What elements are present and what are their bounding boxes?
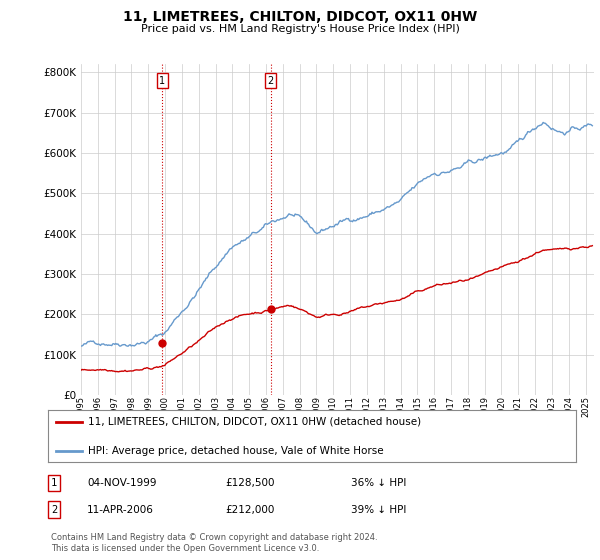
Text: £128,500: £128,500 (225, 478, 275, 488)
Text: 2: 2 (268, 76, 274, 86)
Text: 39% ↓ HPI: 39% ↓ HPI (351, 505, 406, 515)
Text: 11-APR-2006: 11-APR-2006 (87, 505, 154, 515)
Text: 2: 2 (51, 505, 57, 515)
Text: 1: 1 (160, 76, 166, 86)
Text: 36% ↓ HPI: 36% ↓ HPI (351, 478, 406, 488)
Text: £212,000: £212,000 (225, 505, 274, 515)
Text: 11, LIMETREES, CHILTON, DIDCOT, OX11 0HW: 11, LIMETREES, CHILTON, DIDCOT, OX11 0HW (123, 10, 477, 24)
Text: HPI: Average price, detached house, Vale of White Horse: HPI: Average price, detached house, Vale… (88, 446, 383, 456)
Text: Price paid vs. HM Land Registry's House Price Index (HPI): Price paid vs. HM Land Registry's House … (140, 24, 460, 34)
Text: Contains HM Land Registry data © Crown copyright and database right 2024.
This d: Contains HM Land Registry data © Crown c… (51, 533, 377, 553)
Text: 1: 1 (51, 478, 57, 488)
Text: 04-NOV-1999: 04-NOV-1999 (87, 478, 157, 488)
Text: 11, LIMETREES, CHILTON, DIDCOT, OX11 0HW (detached house): 11, LIMETREES, CHILTON, DIDCOT, OX11 0HW… (88, 417, 421, 427)
